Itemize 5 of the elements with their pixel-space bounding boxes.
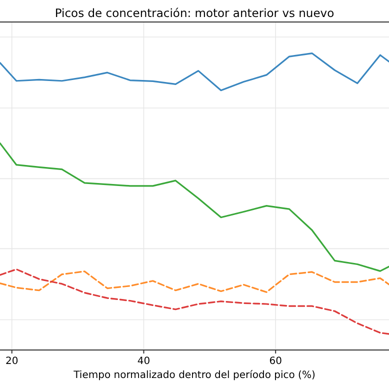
- x-tick-label: 40: [137, 356, 150, 367]
- chart-title: Picos de concentración: motor anterior vs nuevo: [54, 6, 334, 20]
- x-tick-label: 20: [6, 356, 18, 367]
- x-axis-title: Tiempo normalizado dentro del período pico (%): [72, 370, 316, 381]
- x-tick-label: 60: [269, 356, 282, 367]
